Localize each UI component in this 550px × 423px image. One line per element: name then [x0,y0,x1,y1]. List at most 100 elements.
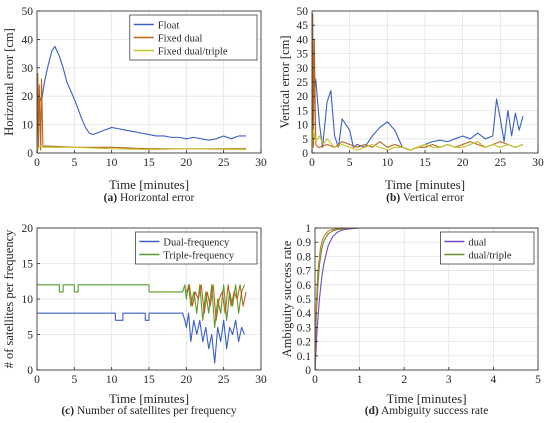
x-tick-label: 25 [495,157,507,169]
y-tick-label: 0 [27,365,33,377]
legend-label: dual [468,238,486,249]
chart-d: 0 1 2 3 4 500.10.20.30.40.50.60.70.80.91Time … [280,223,541,417]
caption-text: Horizontal error [117,192,194,204]
series-group [312,13,524,153]
legend: Float Fixed dual Fixed dual/triple [129,14,258,61]
caption-letter: (a) [104,192,118,204]
y-tick-label: 25 [297,77,309,89]
x-tick-label: 20 [181,157,193,169]
x-axis-label: Time [minutes] [109,177,189,192]
y-axis-label: Ambiguity success rate [280,240,294,357]
y-tick-label: 0.7 [297,266,312,278]
legend-box [135,231,258,265]
subfigure-caption: (a) Horizontal error [104,192,195,204]
y-tick-label: 0.1 [297,351,312,363]
legend-label: Dual-frequency [163,238,230,249]
series-line-fixed-dual-triple [37,145,247,153]
x-tick-label: 30 [255,157,267,169]
y-tick-label: 30 [297,63,309,75]
x-tick-label: 5 [71,374,77,386]
x-tick-label: 15 [143,374,155,386]
y-tick-label: 5 [27,330,33,342]
y-axis-label: Horizontal error [cm] [2,28,16,136]
y-axis-label: Vertical error [cm] [278,36,292,129]
x-tick-label: 30 [532,157,544,169]
x-tick-label: 15 [419,157,431,169]
y-tick-label: 0.3 [297,322,312,334]
x-axis-label: Time [minutes] [109,391,189,406]
legend: Dual-frequency Triple-frequency [135,231,258,265]
x-tick-label: 25 [218,374,230,386]
y-tick-label: 40 [22,34,34,46]
series-line-unnamed-1 [312,13,524,153]
subfigure-caption: (b) Vertical error [386,192,464,204]
y-tick-label: 0.8 [297,251,312,263]
x-tick-label: 15 [143,157,155,169]
series-line-dual-frequency [37,312,246,364]
y-tick-label: 10 [297,120,309,132]
y-tick-label: 30 [22,63,34,75]
legend-label: Triple-frequency [163,251,235,262]
legend-label: dual/triple [468,251,511,262]
x-tick-label: 0 [34,374,40,386]
x-tick-label: 5 [71,157,77,169]
y-tick-label: 0 [27,148,33,160]
y-tick-label: 50 [22,6,34,18]
legend: dual dual/triple [440,231,535,265]
y-tick-label: 45 [297,20,309,32]
series-line-float [37,45,247,141]
series-line-unnamed-2 [312,129,524,151]
y-tick-label: 50 [297,6,309,18]
legend-label: Fixed dual/triple [158,47,228,58]
legend-label: Fixed dual [158,34,203,45]
y-tick-label: 0 [305,365,311,377]
x-tick-label: 0 [312,374,318,386]
y-tick-label: 0.4 [297,308,312,320]
y-tick-label: 20 [22,91,34,103]
chart-c: 0 5 10 15 20 25 30 0 5 10 15 20 Time [minutes] # of s… [2,223,267,417]
caption-letter: (b) [386,192,400,204]
y-tick-label: 15 [297,105,309,117]
caption-text: Number of satellites per frequency [74,405,237,417]
x-tick-label: 10 [382,157,394,169]
y-tick-label: 0.5 [297,294,312,306]
y-axis-label: # of satellites per frequency [2,229,16,369]
x-tick-label: 10 [106,374,118,386]
x-tick-label: 5 [535,374,541,386]
series-group [37,45,247,153]
x-tick-label: 10 [106,157,118,169]
y-tick-label: 15 [22,259,34,271]
legend-box [440,231,535,265]
legend-label: Float [158,21,180,32]
x-tick-label: 2 [401,374,407,386]
y-tick-label: 0.9 [297,237,312,249]
x-tick-label: 20 [181,374,193,386]
y-tick-label: 10 [22,120,34,132]
caption-letter: (d) [365,405,379,417]
x-tick-label: 30 [255,374,267,386]
x-tick-label: 25 [218,157,230,169]
y-tick-label: 0.6 [297,280,312,292]
series-group [37,284,247,364]
series-line-dual [315,228,538,370]
x-tick-label: 0 [34,157,40,169]
caption-text: Vertical error [400,192,464,204]
caption-text: Ambiguity success rate [379,405,489,417]
x-tick-label: 0 [309,157,315,169]
series-line-unnamed-2 [185,284,247,321]
subfigure-caption: (d) Ambiguity success rate [365,405,489,417]
x-tick-label: 4 [491,374,497,386]
y-tick-label: 1 [305,223,311,235]
y-tick-label: 0 [302,148,308,160]
y-tick-label: 5 [302,134,308,146]
y-tick-label: 40 [297,34,309,46]
y-tick-label: 0.2 [297,337,312,349]
x-axis-label: Time [minutes] [386,391,466,406]
x-tick-label: 3 [446,374,452,386]
y-tick-label: 35 [297,49,309,61]
series-line-triple-frequency [37,284,246,328]
y-tick-label: 10 [22,294,34,306]
